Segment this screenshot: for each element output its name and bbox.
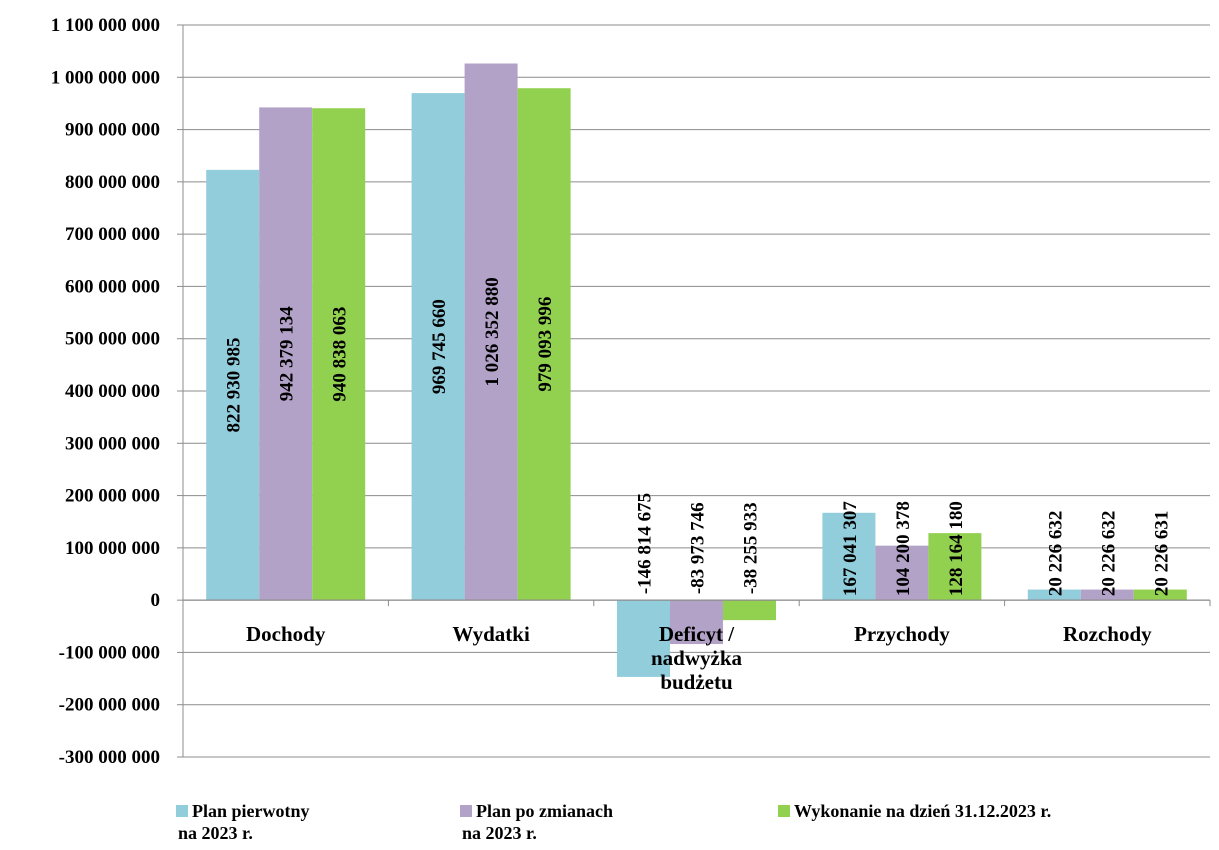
bar — [259, 107, 313, 601]
data-label: 940 838 063 — [330, 307, 351, 402]
bar — [928, 533, 982, 601]
category-label: Wydatki — [452, 622, 530, 646]
legend-swatch — [176, 805, 188, 817]
data-labels: 822 930 985 969 745 660 -146 814 675 167 04… — [224, 277, 1173, 596]
data-label: 969 745 660 — [429, 299, 450, 394]
legend-item: Plan pierwotny na 2023 r. — [176, 800, 310, 844]
data-label: 942 379 134 — [277, 306, 298, 402]
bars — [206, 63, 1187, 677]
legend-item: Plan po zmianach na 2023 r. — [460, 800, 613, 844]
y-tick-label: 200 000 000 — [65, 486, 160, 507]
category-labels: Dochody Wydatki Deficyt / nadwyżka budżetu Pr… — [246, 622, 1152, 694]
y-tick-label: 1 000 000 000 — [51, 67, 160, 88]
data-label: 20 226 631 — [1151, 511, 1172, 597]
data-label: -146 814 675 — [635, 493, 656, 594]
legend-label: Wykonanie na dzień 31.12.2023 r. — [794, 801, 1052, 821]
y-tick-label: -100 000 000 — [59, 642, 160, 663]
y-tick-label: -200 000 000 — [59, 695, 160, 716]
category-label: Przychody — [854, 622, 950, 646]
legend-swatch — [460, 805, 472, 817]
y-tick-label: 600 000 000 — [65, 276, 160, 297]
category-label: Dochody — [246, 622, 326, 646]
y-tick-label: 0 — [151, 590, 161, 611]
y-tick-label: 100 000 000 — [65, 538, 160, 559]
y-tick-label: 300 000 000 — [65, 433, 160, 454]
bar — [1027, 589, 1081, 601]
legend-label: Plan po zmianach — [476, 801, 614, 821]
legend-label: na 2023 r. — [178, 823, 253, 843]
data-label: -83 973 746 — [688, 502, 709, 594]
data-label: 104 200 378 — [893, 501, 914, 596]
data-label: 1 026 352 880 — [482, 277, 503, 386]
bar — [822, 512, 876, 601]
data-label: 20 226 632 — [1098, 511, 1119, 597]
category-label: Rozchody — [1063, 622, 1152, 646]
y-tick-label: 500 000 000 — [65, 329, 160, 350]
x-axis — [182, 599, 1211, 607]
bar — [875, 545, 929, 601]
y-tick-label: -300 000 000 — [59, 747, 160, 768]
y-tick-label: 900 000 000 — [65, 120, 160, 141]
bar — [312, 108, 366, 601]
data-label: 979 093 996 — [535, 297, 556, 392]
data-label: 167 041 307 — [840, 501, 861, 597]
y-tick-label: 700 000 000 — [65, 224, 160, 245]
bar — [464, 63, 518, 601]
legend-swatch — [778, 805, 790, 817]
legend-item: Wykonanie na dzień 31.12.2023 r. — [778, 800, 1051, 822]
data-label: 20 226 632 — [1045, 511, 1066, 597]
y-tick-label: 400 000 000 — [65, 381, 160, 402]
bar — [517, 88, 571, 601]
bar — [1133, 589, 1187, 601]
y-tick-label: 1 100 000 000 — [51, 15, 160, 36]
bar — [411, 93, 465, 601]
bar — [670, 600, 723, 645]
y-axis: 1 100 000 000 1 000 000 000 900 000 000 800… — [51, 15, 184, 768]
bar — [617, 600, 670, 677]
data-label: 128 164 180 — [946, 501, 967, 596]
legend-label: Plan pierwotny — [192, 801, 310, 821]
bar — [206, 169, 260, 601]
data-label: 822 930 985 — [224, 338, 245, 433]
bar — [1080, 589, 1134, 601]
bar — [723, 600, 776, 621]
legend-label: na 2023 r. — [462, 823, 537, 843]
category-label: Deficyt / nadwyżka budżetu — [651, 622, 743, 694]
y-tick-label: 800 000 000 — [65, 172, 160, 193]
data-label: -38 255 933 — [741, 502, 762, 594]
